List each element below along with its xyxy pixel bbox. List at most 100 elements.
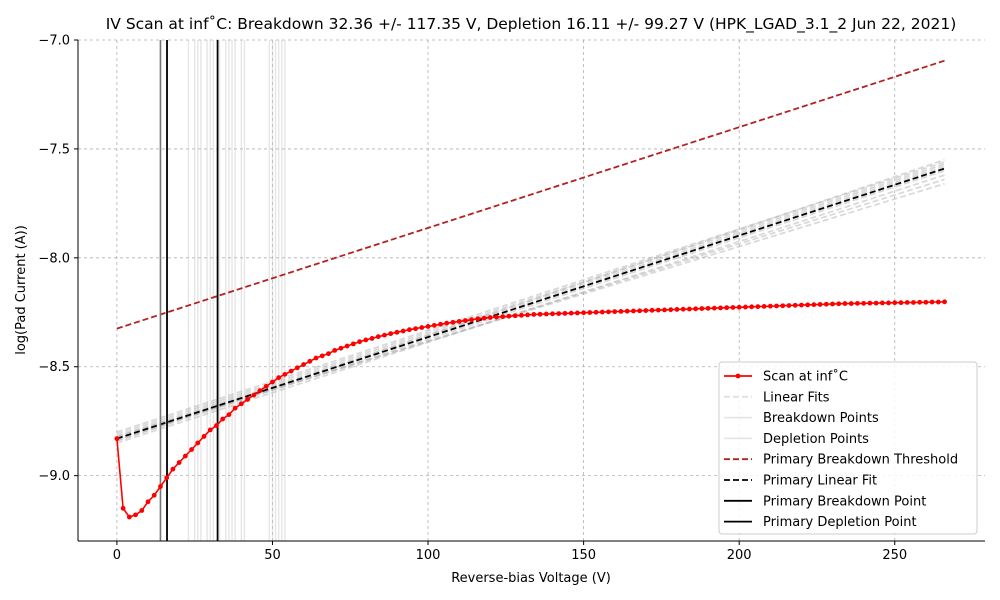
scan-point-15 [207,427,213,433]
scan-point-26 [276,375,282,381]
scan-point-124 [886,300,891,306]
scan-point-43 [382,332,387,338]
scan-point-25 [270,379,275,385]
scan-point-70 [550,311,555,317]
scan-point-50 [425,324,431,329]
scan-point-117 [842,301,848,306]
scan-point-65 [518,312,524,318]
x-axis-label: Reverse-bias Voltage (V) [451,571,611,586]
scan-point-46 [400,328,406,334]
scan-point-83 [631,308,636,314]
scan-point-94 [699,306,705,311]
scan-point-123 [879,300,885,306]
scan-point-24 [263,383,269,389]
legend-label-4: Primary Breakdown Threshold [763,453,958,468]
scan-point-12 [189,447,194,452]
scan-point-69 [543,311,549,317]
tick-labels: 0 50 100 150 200 250 −9.0 −8.5 −8.0 −7.5 −7.0 [38,34,907,564]
legend-marker-0 [735,373,741,379]
scan-point-10 [176,460,182,465]
scan-point-34 [326,351,331,357]
legend-label-1: Linear Fits [763,390,830,405]
scan-point-120 [861,300,867,306]
primary-breakdown-threshold-line [116,59,945,330]
y-tick-label-1: −8.5 [38,360,70,375]
scan-point-35 [332,348,338,353]
scan-point-66 [525,312,531,318]
x-tick-label-3: 150 [571,548,596,563]
scan-point-114 [823,301,829,307]
primary-breakdown-threshold [116,59,945,330]
scan-point-8 [164,475,170,481]
scan-point-67 [531,312,537,317]
scan-point-121 [867,300,873,306]
scan-point-16 [214,423,219,428]
x-tick-label-4: 200 [727,548,752,563]
scan-point-92 [687,306,692,312]
scan-point-4 [139,508,145,513]
primary-points [159,40,219,541]
scan-point-30 [301,362,306,367]
scan-point-32 [313,355,319,361]
scan-point-110 [799,302,804,308]
scan-point-57 [469,317,475,323]
scan-point-118 [848,301,854,306]
scan-point-74 [574,310,580,316]
x-tick-label-2: 100 [416,548,441,563]
scan-point-77 [593,309,599,315]
x-tick-label-5: 250 [882,548,907,563]
scan-point-37 [344,343,350,349]
x-tick-label-0: 0 [113,548,121,563]
scan-point-112 [811,302,817,308]
scan-point-23 [257,388,263,394]
scan-point-42 [375,334,381,340]
scan-point-79 [606,309,611,315]
scan-point-87 [655,307,661,313]
scan-point-61 [494,314,499,320]
scan-point-47 [406,327,412,333]
x-tick-label-1: 50 [264,548,281,563]
scan-point-45 [394,329,400,335]
scan-point-1 [120,505,126,511]
scan-point-27 [282,371,288,377]
scan-point-130 [923,299,929,305]
scan-point-48 [413,326,418,332]
scan-point-119 [855,300,860,306]
scan-point-127 [904,300,910,305]
scan-point-62 [500,314,506,320]
scan-point-133 [942,299,947,305]
scan-point-107 [780,303,786,309]
scan-point-129 [917,299,923,305]
scan-point-44 [388,331,394,337]
scan-point-104 [761,304,767,309]
axes [77,40,985,542]
scan-point-36 [338,345,344,351]
scan-point-111 [805,302,811,308]
scan-point-89 [668,307,674,313]
scan-point-90 [674,307,680,312]
legend-label-6: Primary Breakdown Point [763,494,926,509]
scan-point-82 [624,308,630,314]
scan-point-131 [929,299,935,305]
scan-point-75 [581,310,587,316]
legend: Scan at inf˚C Linear Fits Breakdown Points… [718,361,978,535]
scan-point-33 [319,353,325,359]
scan-point-85 [643,308,649,313]
scan-point-93 [693,306,699,312]
scan-point-55 [456,319,462,324]
linear-fit-2 [116,165,945,438]
scan-point-106 [774,303,779,309]
scan-point-72 [562,310,568,316]
scan-point-18 [226,412,232,418]
scan-point-99 [730,305,736,310]
scan-point-9 [170,466,176,472]
scan-point-2 [126,514,132,520]
scan-point-3 [133,512,138,518]
scan-point-132 [935,299,941,305]
scan-point-41 [369,336,375,341]
scan-point-53 [444,320,450,326]
scan-point-97 [718,305,723,311]
scan-point-88 [662,307,667,313]
linear-fit-1 [116,163,945,436]
